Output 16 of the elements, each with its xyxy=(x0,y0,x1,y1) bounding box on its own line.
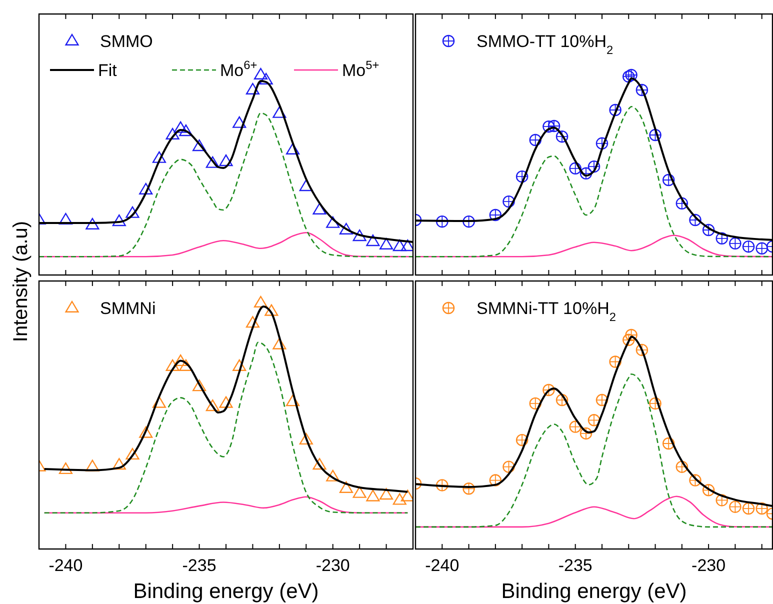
x-axis-title: Binding energy (eV) xyxy=(133,580,319,603)
y-axis-title: Intensity (a.u) xyxy=(10,220,32,342)
legend-label: SMMNi xyxy=(100,299,156,318)
x-tick-label: -230 xyxy=(316,556,350,575)
legend-label: Mo$^{6+}$ xyxy=(220,58,258,80)
legend-label: SMMNi-TT 10%H$_{2}$ xyxy=(476,299,616,324)
legend-label: Fit xyxy=(98,61,118,80)
x-tick-label: -235 xyxy=(182,556,216,575)
x-tick-label: -240 xyxy=(425,556,460,575)
legend-label: SMMO xyxy=(100,32,153,51)
x-tick-label: -240 xyxy=(48,556,83,575)
x-tick-label: -235 xyxy=(558,556,592,575)
x-axis-title: Binding energy (eV) xyxy=(501,580,687,603)
legend-label: Mo$^{5+}$ xyxy=(342,58,380,80)
x-tick-label: -230 xyxy=(692,556,726,575)
legend-label: SMMO-TT 10%H$_{2}$ xyxy=(476,32,614,57)
